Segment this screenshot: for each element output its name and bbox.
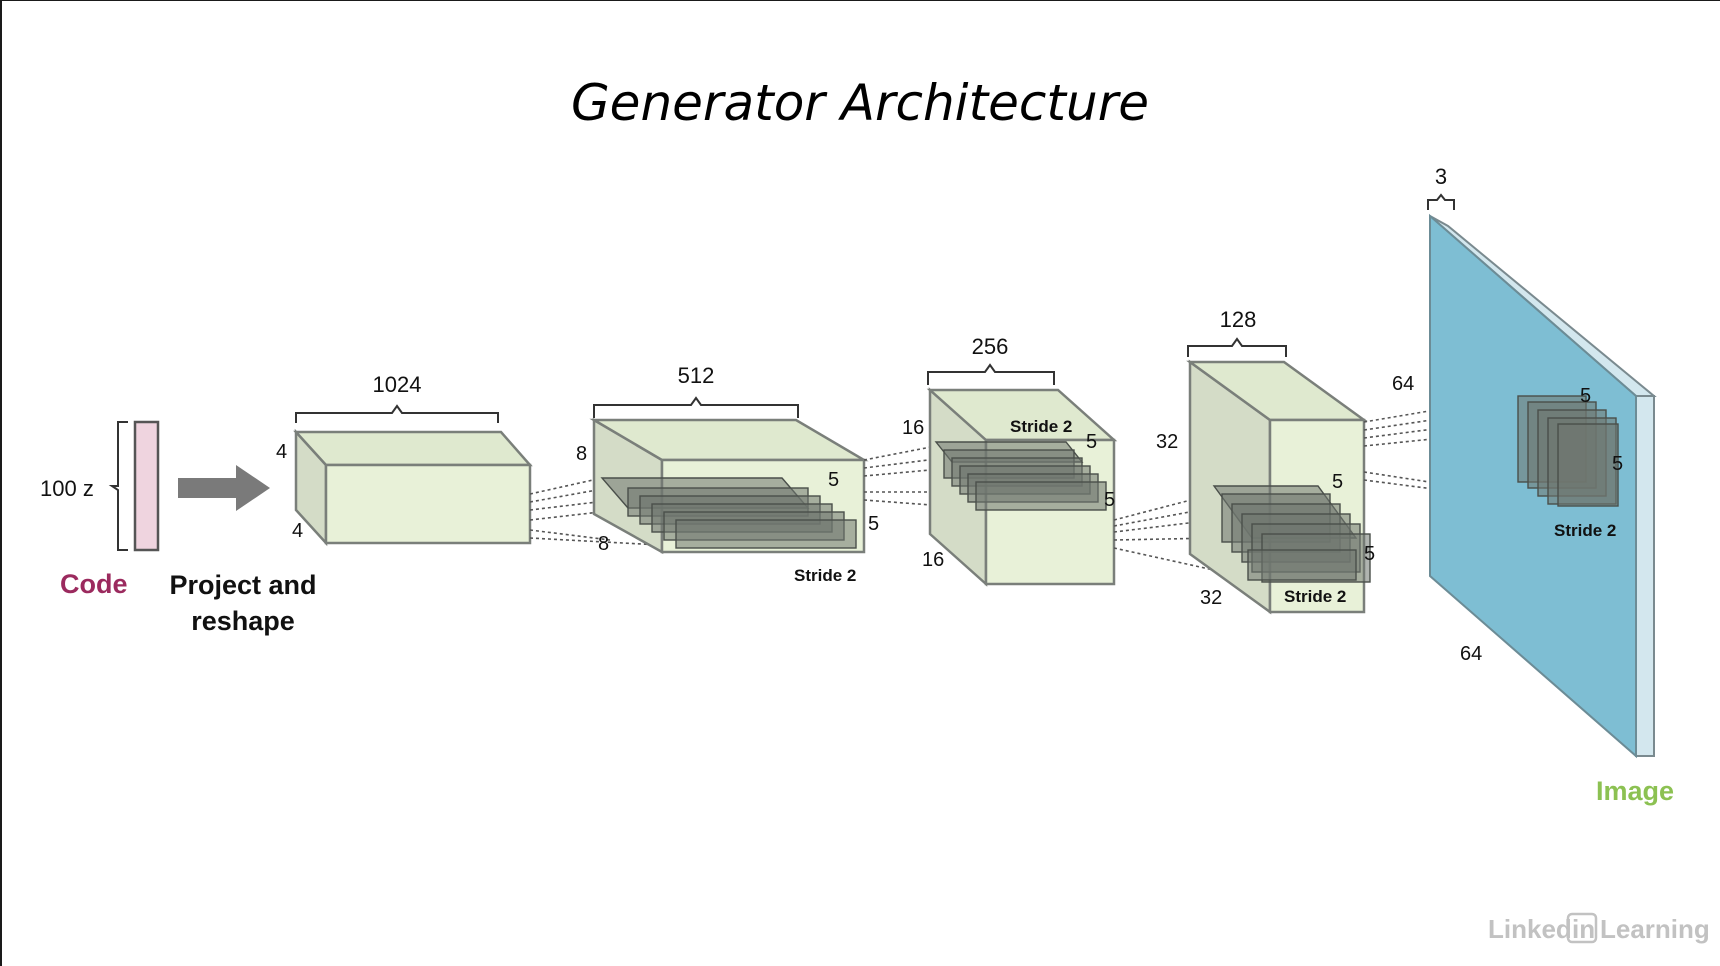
layer-512: 512 8 8 5 5 Stride 2 xyxy=(576,363,879,585)
output-kernel-h: 5 xyxy=(1580,385,1591,407)
layer-128-kernels xyxy=(1212,485,1371,583)
layer-128-depth: 128 xyxy=(1220,307,1257,332)
watermark-part2: Learning xyxy=(1600,914,1710,944)
layer-512-stride: Stride 2 xyxy=(794,566,856,585)
layer-256-width: 16 xyxy=(922,549,944,571)
frame-left-edge xyxy=(0,0,2,966)
layer-1024-width: 4 xyxy=(292,520,303,542)
layer-256-stride: Stride 2 xyxy=(1010,417,1072,436)
output-width: 64 xyxy=(1460,643,1482,665)
project-label-line1: Project and xyxy=(169,570,316,600)
code-vector: 100 z Code xyxy=(40,420,160,599)
watermark-part1: Linked xyxy=(1488,914,1572,944)
layer-512-width: 8 xyxy=(598,533,609,555)
layer-256-depth: 256 xyxy=(972,334,1009,359)
layer-128-width: 32 xyxy=(1200,587,1222,609)
output-stride: Stride 2 xyxy=(1554,521,1616,540)
output-depth: 3 xyxy=(1435,164,1447,189)
layer-256-height: 16 xyxy=(902,417,924,439)
code-bar xyxy=(133,420,160,552)
frame-top-edge xyxy=(0,0,1720,1)
project-label-line2: reshape xyxy=(191,606,295,636)
layer-1024-depth: 1024 xyxy=(373,372,422,397)
output-kernel-w: 5 xyxy=(1612,453,1623,475)
diagram-title: Generator Architecture xyxy=(571,74,1149,132)
layer-512-kernel-h: 5 xyxy=(828,469,839,491)
layer-512-depth: 512 xyxy=(678,363,715,388)
layer-128-kernel-w: 5 xyxy=(1364,543,1375,565)
watermark-badge-box xyxy=(1566,912,1598,944)
layer-512-kernel-w: 5 xyxy=(868,513,879,535)
output-height: 64 xyxy=(1392,373,1414,395)
layer-1024: 1024 4 4 xyxy=(276,372,533,547)
code-label: Code xyxy=(60,569,128,599)
output-label: Image xyxy=(1596,776,1674,806)
output-image: 3 64 64 5 5 Stride 2 Image xyxy=(1392,164,1674,806)
layer-128-height: 32 xyxy=(1156,431,1178,453)
project-arrow xyxy=(178,465,270,511)
layer-512-height: 8 xyxy=(576,443,587,465)
layer-1024-height: 4 xyxy=(276,441,287,463)
layer-256-kernel-w: 5 xyxy=(1104,489,1115,511)
layer-256-kernel-h: 5 xyxy=(1086,431,1097,453)
code-dim-label: 100 z xyxy=(40,476,94,501)
output-kernels xyxy=(1517,395,1619,507)
watermark-badge: in xyxy=(1572,914,1595,944)
layer-128-stride: Stride 2 xyxy=(1284,587,1346,606)
linkedin-learning-watermark: Linked in Learning xyxy=(1488,912,1710,944)
layer-512-kernels xyxy=(600,477,857,549)
layer-128: 128 32 32 5 5 Stride 2 xyxy=(1156,307,1375,615)
layer-128-kernel-h: 5 xyxy=(1332,471,1343,493)
layer-256: 256 16 16 Stride 2 5 5 xyxy=(902,334,1118,587)
layer-256-kernels xyxy=(934,441,1107,511)
